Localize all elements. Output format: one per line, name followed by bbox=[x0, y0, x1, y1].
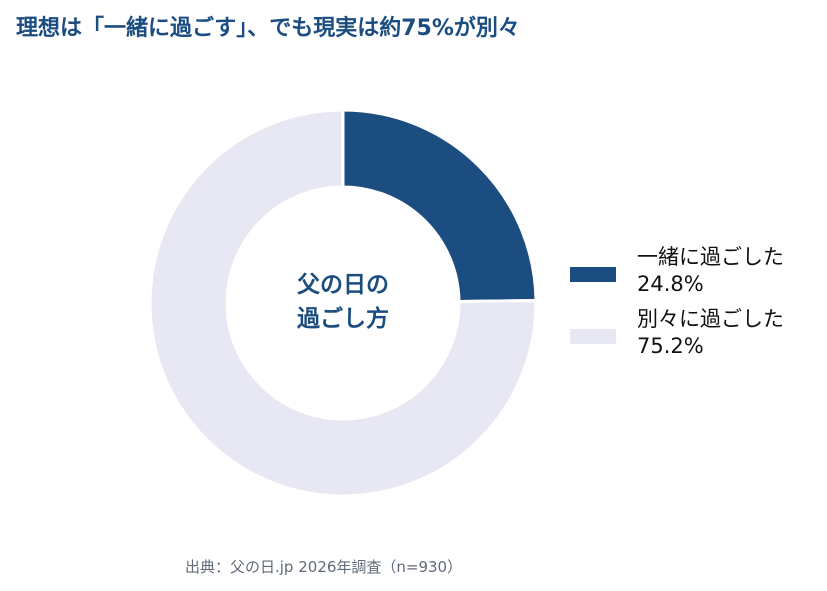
source-note: 出典：父の日.jp 2026年調査（n=930） bbox=[185, 558, 463, 576]
legend-swatch-separate bbox=[570, 329, 616, 344]
center-label-line-2: 過ごし方 bbox=[297, 306, 389, 332]
legend-label-together: 一緒に過ごした bbox=[637, 245, 784, 269]
chart-title: 理想は「一緒に過ごす」、でも現実は約75%が別々 bbox=[16, 16, 520, 41]
legend-label-separate: 別々に過ごした bbox=[637, 307, 784, 331]
legend-value-together: 24.8% bbox=[637, 272, 704, 296]
donut-center-label: 父の日の 過ごし方 bbox=[243, 268, 443, 336]
center-label-line-1: 父の日の bbox=[297, 272, 389, 298]
legend-value-separate: 75.2% bbox=[637, 334, 704, 358]
donut-slice-together bbox=[341, 108, 538, 304]
donut-slice-separate bbox=[148, 108, 538, 498]
legend-swatch-together bbox=[570, 267, 616, 282]
donut-slices bbox=[148, 108, 538, 498]
